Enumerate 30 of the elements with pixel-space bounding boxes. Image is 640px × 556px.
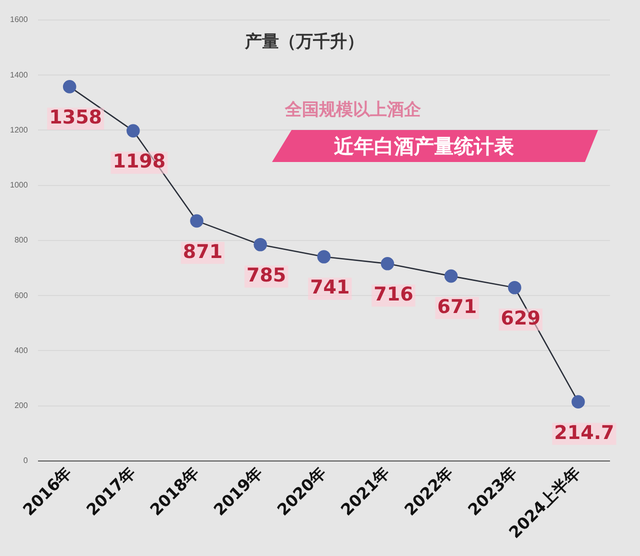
y-tick-label: 1000 [10,180,28,190]
data-label: 214.7 [554,422,614,444]
data-label: 785 [246,264,286,287]
data-label: 629 [500,308,540,330]
y-tick-label: 400 [14,346,28,355]
data-label: 671 [437,296,477,318]
point [444,269,458,283]
data-label: 871 [182,240,223,263]
y-axis-title: 产量（万千升） [245,31,364,53]
point [254,238,267,252]
y-tick-label: 1600 [10,15,28,24]
data-label: 1358 [49,106,102,129]
y-tick-label: 800 [14,236,28,245]
data-label: 1198 [112,150,166,173]
text: 近年白酒产量统计表 [334,133,514,160]
y-tick-label: 1200 [10,125,28,134]
y-tick-label: 200 [14,401,28,410]
point [317,250,331,264]
point [126,124,140,138]
y-tick-label: 0 [23,456,28,466]
point [508,280,522,294]
data-label: 716 [374,284,414,306]
y-tick-label: 600 [14,290,28,300]
point [380,257,394,270]
point [190,214,204,228]
text: 全国规模以上酒企 [285,99,421,121]
point [572,395,585,408]
point [62,80,76,94]
y-tick-label: 1400 [10,70,28,80]
data-label: 741 [310,276,350,299]
